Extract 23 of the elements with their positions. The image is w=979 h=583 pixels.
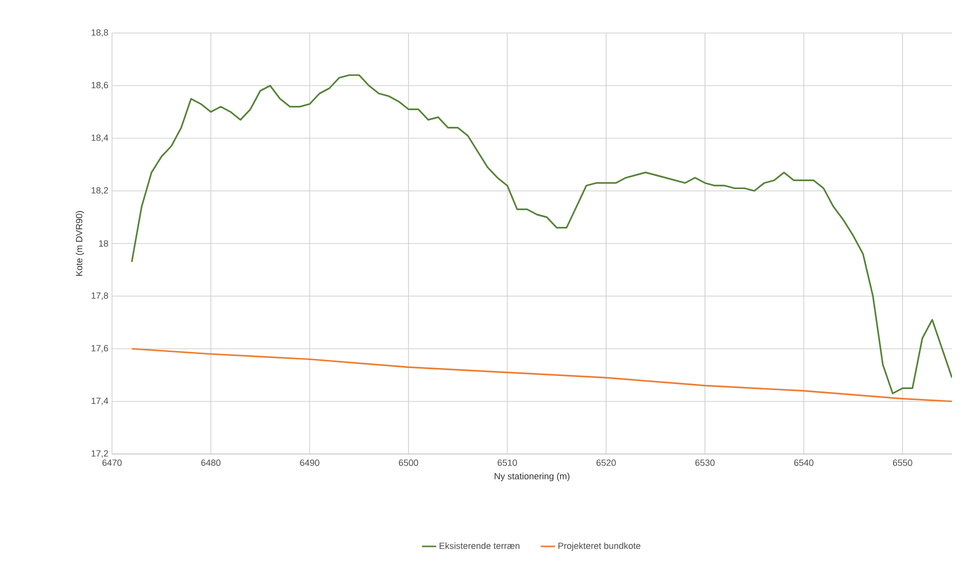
y-tick-label: 17,8 bbox=[92, 292, 108, 300]
y-tick-label: 18,8 bbox=[92, 29, 108, 37]
y-tick-label: 17,6 bbox=[92, 345, 108, 352]
x-tick-label: 6470 bbox=[102, 460, 122, 466]
y-tick-label: 18,4 bbox=[92, 134, 108, 142]
x-tick-label: 6530 bbox=[695, 460, 715, 466]
x-tick-label: 6540 bbox=[794, 460, 814, 466]
y-tick-label: 18,2 bbox=[92, 187, 108, 195]
legend-label: Eksisterende terræn bbox=[440, 542, 520, 549]
x-tick-label: 6490 bbox=[300, 460, 320, 466]
y-tick-label: 18,6 bbox=[92, 82, 108, 90]
y-tick-label: 17,2 bbox=[92, 450, 108, 458]
y-axis-title: Kote (m DVR90) bbox=[76, 211, 84, 276]
x-tick-label: 6480 bbox=[201, 460, 220, 466]
x-tick-label: 6510 bbox=[498, 460, 517, 466]
x-tick-label: 6500 bbox=[398, 460, 418, 466]
y-tick-label: 17,4 bbox=[92, 398, 108, 406]
x-tick-label: 6550 bbox=[893, 460, 912, 466]
x-tick-label: 6520 bbox=[596, 460, 616, 466]
legend-label: Projekteret bundkote bbox=[558, 542, 640, 551]
y-tick-label: 18 bbox=[99, 240, 108, 247]
line-series bbox=[130, 348, 952, 402]
x-axis-title: Ny stationering (m) bbox=[494, 472, 570, 482]
